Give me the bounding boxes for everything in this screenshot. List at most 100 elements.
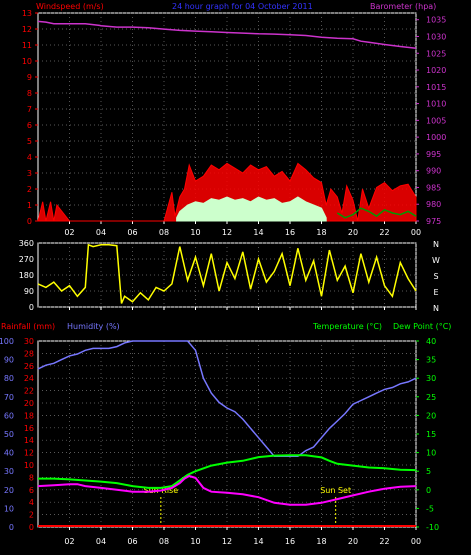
humidity-tick-label: 10 bbox=[4, 504, 14, 513]
barometer-tick-label: 990 bbox=[426, 167, 441, 176]
rainfall-tick-label: 8 bbox=[29, 473, 34, 482]
humidity-tick-label: 50 bbox=[4, 430, 14, 439]
dewpoint-series bbox=[37, 474, 417, 506]
barometer-tick-label: 995 bbox=[426, 150, 441, 159]
direction-tick-label: 0 bbox=[29, 303, 34, 312]
rainfall-tick-label: 24 bbox=[24, 374, 34, 383]
top-xtick-label: 12 bbox=[222, 228, 232, 237]
rainfall-tick-label: 0 bbox=[29, 523, 34, 532]
humidity-tick-label: 30 bbox=[4, 467, 14, 476]
humidity-tick-label: 100 bbox=[0, 337, 14, 346]
compass-label: S bbox=[433, 272, 438, 281]
temperature-tick-label: 40 bbox=[426, 337, 436, 346]
rainfall-tick-label: 12 bbox=[24, 449, 34, 458]
rainfall-tick-label: 4 bbox=[29, 498, 34, 507]
rainfall-tick-label: 2 bbox=[29, 511, 34, 520]
top-xtick-label: 10 bbox=[190, 228, 200, 237]
humidity-tick-label: 70 bbox=[4, 393, 14, 402]
compass-label: E bbox=[433, 288, 438, 297]
windspeed-tick-label: 1 bbox=[27, 201, 32, 210]
direction-tick-label: 90 bbox=[24, 287, 34, 296]
humidity-tick-label: 90 bbox=[4, 356, 14, 365]
temperature-tick-label: 15 bbox=[426, 430, 436, 439]
temperature-tick-label: 30 bbox=[426, 374, 436, 383]
bottom-xtick-label: 20 bbox=[348, 537, 358, 546]
bottom-xtick-label: 04 bbox=[96, 537, 106, 546]
dark-average-series bbox=[336, 207, 417, 219]
windspeed-tick-label: 4 bbox=[27, 153, 32, 162]
rainfall-tick-label: 6 bbox=[29, 486, 34, 495]
top-xtick-label: 16 bbox=[285, 228, 295, 237]
windspeed-tick-label: 7 bbox=[27, 105, 32, 114]
compass-label: N bbox=[433, 240, 439, 249]
top-xtick-label: 04 bbox=[96, 228, 106, 237]
bottom-xtick-label: 18 bbox=[316, 537, 326, 546]
rainfall-tick-label: 18 bbox=[24, 411, 34, 420]
top-xtick-label: 18 bbox=[316, 228, 326, 237]
bottom-xtick-label: 06 bbox=[127, 537, 137, 546]
temperature-tick-label: 20 bbox=[426, 411, 436, 420]
windspeed-tick-label: 6 bbox=[27, 121, 32, 130]
windspeed-tick-label: 10 bbox=[22, 57, 32, 66]
barometer-tick-label: 1025 bbox=[426, 49, 446, 58]
barometer-tick-label: 1000 bbox=[426, 133, 446, 142]
rainfall-tick-label: 20 bbox=[24, 399, 34, 408]
temperature-series bbox=[38, 454, 417, 489]
direction-tick-label: 270 bbox=[19, 255, 34, 264]
barometer-tick-label: 980 bbox=[426, 200, 441, 209]
humidity-axis-label: Humidity (%) bbox=[67, 322, 120, 331]
bottom-xtick-label: 16 bbox=[285, 537, 295, 546]
bottom-xtick-label: 02 bbox=[64, 537, 74, 546]
compass-label: N bbox=[433, 304, 439, 313]
temperature-axis-label: Temperature (°C) bbox=[312, 322, 382, 331]
direction-series bbox=[37, 243, 417, 304]
temperature-tick-label: -5 bbox=[426, 504, 434, 513]
temperature-tick-label: 10 bbox=[426, 449, 436, 458]
top-xtick-label: 08 bbox=[159, 228, 169, 237]
bottom-xtick-label: 08 bbox=[159, 537, 169, 546]
top-xtick-label: 20 bbox=[348, 228, 358, 237]
top-xtick-label: 06 bbox=[127, 228, 137, 237]
humidity-series bbox=[37, 340, 417, 458]
humidity-tick-label: 40 bbox=[4, 449, 14, 458]
windspeed-tick-label: 9 bbox=[27, 73, 32, 82]
rainfall-tick-label: 16 bbox=[24, 424, 34, 433]
temperature-tick-label: -10 bbox=[426, 523, 439, 532]
rainfall-tick-label: 14 bbox=[24, 436, 34, 445]
bottom-xtick-label: 14 bbox=[253, 537, 263, 546]
barometer-tick-label: 1020 bbox=[426, 66, 446, 75]
windspeed-tick-label: 5 bbox=[27, 137, 32, 146]
barometer-tick-label: 1030 bbox=[426, 32, 446, 41]
compass-label: W bbox=[432, 256, 440, 265]
humidity-tick-label: 20 bbox=[4, 486, 14, 495]
windspeed-tick-label: 13 bbox=[22, 9, 32, 18]
barometer-tick-label: 985 bbox=[426, 183, 441, 192]
barometer-tick-label: 975 bbox=[426, 217, 441, 226]
average-series bbox=[176, 196, 327, 222]
windspeed-tick-label: 11 bbox=[22, 41, 32, 50]
bottom-xtick-label: 10 bbox=[190, 537, 200, 546]
top-xtick-label: 00 bbox=[411, 228, 421, 237]
rainfall-tick-label: 30 bbox=[24, 337, 34, 346]
rainfall-tick-label: 22 bbox=[24, 387, 34, 396]
barometer-axis-label: Barometer (hpa) bbox=[370, 2, 436, 11]
barometer-tick-label: 1015 bbox=[426, 83, 446, 92]
barometer-tick-label: 1005 bbox=[426, 116, 446, 125]
rainfall-tick-label: 26 bbox=[24, 362, 34, 371]
top-xtick-label: 02 bbox=[64, 228, 74, 237]
windspeed-tick-label: 12 bbox=[22, 25, 32, 34]
direction-tick-label: 360 bbox=[19, 239, 34, 248]
windspeed-tick-label: 2 bbox=[27, 185, 32, 194]
humidity-tick-label: 80 bbox=[4, 374, 14, 383]
direction-tick-label: 180 bbox=[19, 271, 34, 280]
rainfall-axis-label: Rainfall (mm) bbox=[1, 322, 55, 331]
barometer-tick-label: 1010 bbox=[426, 100, 446, 109]
rainfall-tick-label: 28 bbox=[24, 349, 34, 358]
top-xtick-label: 14 bbox=[253, 228, 263, 237]
bottom-xtick-label: 12 bbox=[222, 537, 232, 546]
temperature-tick-label: 0 bbox=[426, 486, 431, 495]
windspeed-tick-label: 3 bbox=[27, 169, 32, 178]
barometer-tick-label: 1035 bbox=[426, 16, 446, 25]
